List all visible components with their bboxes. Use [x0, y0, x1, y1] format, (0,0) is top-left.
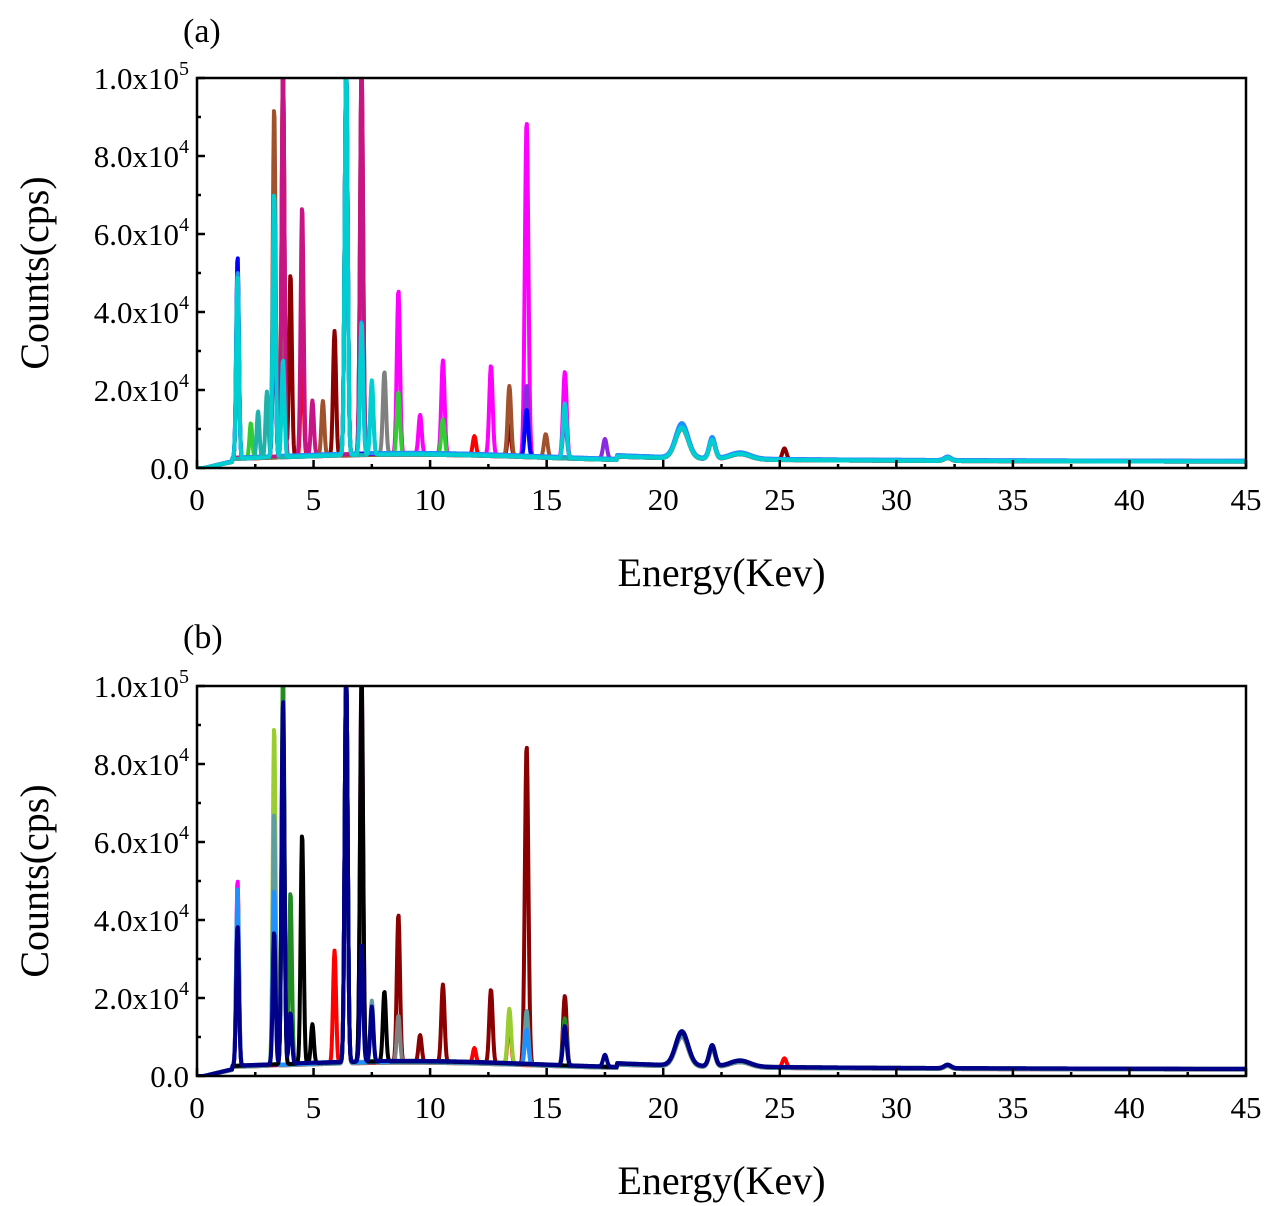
series-group — [197, 78, 1246, 468]
series-line-7 — [197, 78, 1246, 468]
series-line-9 — [197, 78, 1246, 468]
chart-panel-b: 0 5 10 15 20 25 30 35 40 45 0.0 2.0x104 4.0x104 6.0x1… — [12, 619, 1262, 1203]
x-tick-label: 45 — [1231, 1090, 1262, 1125]
x-tick-label: 30 — [881, 1090, 912, 1125]
series-line-4 — [197, 78, 1246, 468]
x-tick-label: 15 — [531, 1090, 562, 1125]
y-axis-label: Counts(cps) — [12, 784, 57, 977]
series-line-12 — [197, 78, 1246, 468]
x-axis-label: Energy(Kev) — [617, 1158, 825, 1203]
x-tick-label: 35 — [997, 482, 1028, 517]
x-tick-label: 0 — [189, 482, 205, 517]
series-line-8 — [197, 78, 1246, 468]
series-line-9 — [197, 686, 1246, 1076]
y-tick-label: 0.0 — [150, 451, 189, 486]
plot-frame — [195, 76, 1248, 470]
series-line-4 — [197, 686, 1246, 1076]
x-tick-label: 5 — [306, 482, 322, 517]
y-tick-label: 0.0 — [150, 1059, 189, 1094]
y-tick-label: 2.0x104 — [94, 978, 189, 1016]
panel-label: (a) — [183, 13, 221, 50]
series-line-2 — [197, 78, 1246, 468]
series-line-10 — [197, 686, 1246, 1076]
series-line-7 — [197, 686, 1246, 1076]
x-tick-label: 25 — [764, 1090, 795, 1125]
series-line-10 — [197, 78, 1246, 468]
series-line-8 — [197, 686, 1246, 1076]
y-tick-label: 1.0x105 — [94, 58, 189, 96]
panel-label: (b) — [183, 619, 223, 656]
x-tick-label: 35 — [997, 1090, 1028, 1125]
series-group — [197, 686, 1246, 1076]
series-line-1 — [197, 78, 1246, 468]
x-tick-label: 20 — [648, 482, 679, 517]
x-tick-label: 40 — [1114, 1090, 1145, 1125]
series-line-2 — [197, 686, 1246, 1076]
x-tick-label: 10 — [415, 1090, 446, 1125]
y-tick-label: 6.0x104 — [94, 822, 189, 860]
series-line-6 — [197, 686, 1246, 1076]
y-tick-label: 4.0x104 — [94, 292, 189, 330]
x-tick-label: 25 — [764, 482, 795, 517]
plot-frame — [195, 684, 1248, 1078]
y-tick-label: 1.0x105 — [94, 666, 189, 704]
y-axis-label: Counts(cps) — [12, 176, 57, 369]
series-line-5 — [197, 78, 1246, 468]
x-axis-label: Energy(Kev) — [617, 550, 825, 595]
y-tick-label: 8.0x104 — [94, 136, 189, 174]
series-line-11 — [197, 78, 1246, 468]
x-tick-label: 15 — [531, 482, 562, 517]
x-tick-label: 10 — [415, 482, 446, 517]
series-line-3 — [197, 78, 1246, 468]
x-tick-label: 45 — [1231, 482, 1262, 517]
series-line-1 — [197, 686, 1246, 1076]
x-tick-label: 5 — [306, 1090, 322, 1125]
series-line-5 — [197, 686, 1246, 1076]
series-line-3 — [197, 686, 1246, 1076]
x-tick-label: 0 — [189, 1090, 205, 1125]
x-tick-label: 40 — [1114, 482, 1145, 517]
x-tick-label: 20 — [648, 1090, 679, 1125]
x-tick-label: 30 — [881, 482, 912, 517]
y-tick-label: 2.0x104 — [94, 370, 189, 408]
y-tick-label: 4.0x104 — [94, 900, 189, 938]
y-tick-label: 6.0x104 — [94, 214, 189, 252]
y-tick-label: 8.0x104 — [94, 744, 189, 782]
series-line-6 — [197, 78, 1246, 468]
chart-panel-a: 0 5 10 15 20 25 30 35 40 45 0.0 2.0x104 4.0x104 6.0x1… — [12, 13, 1262, 595]
